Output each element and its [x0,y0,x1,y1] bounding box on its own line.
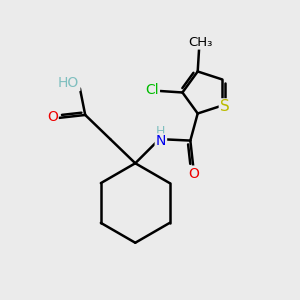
Text: H: H [156,125,166,138]
Text: N: N [156,134,166,148]
Text: CH₃: CH₃ [188,35,213,49]
Text: O: O [47,110,58,124]
Text: O: O [188,167,199,181]
Text: Cl: Cl [145,83,159,98]
Text: HO: HO [58,76,80,90]
Text: S: S [220,99,230,114]
